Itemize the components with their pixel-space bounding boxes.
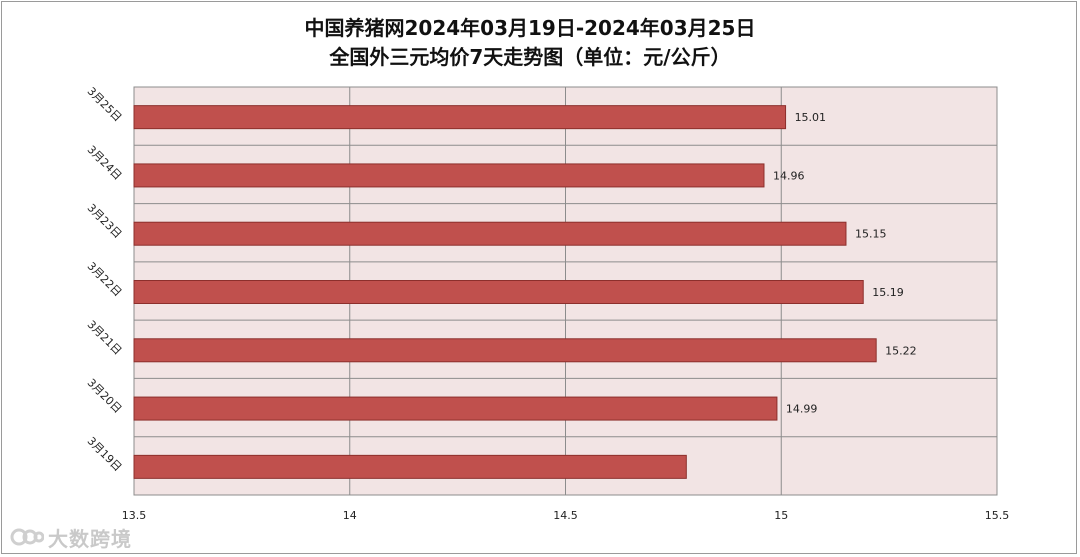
bars [133,105,877,479]
value-axis-tick-labels: 13.5 14 14.5 15 15.5 [122,509,1010,522]
category-label: 3月22日 [85,260,125,300]
chart-title: 中国养猪网2024年03月19日-2024年03月25日 全国外三元均价7天走势… [0,14,1060,72]
grid-lines [133,87,998,495]
bar [133,338,877,363]
chart-title-line-1: 中国养猪网2024年03月19日-2024年03月25日 [304,16,756,40]
bar [133,280,864,304]
bar [133,163,765,188]
category-label: 3月23日 [85,201,125,241]
watermark-logo-icon [10,528,44,546]
data-labels: 15.01 14.96 15.15 15.19 15.22 14.99 [773,111,917,415]
data-label: 15.19 [872,286,904,299]
category-label: 3月19日 [85,434,125,474]
bar [133,221,847,246]
watermark: 大数跨境 [10,522,132,552]
data-label: 15.01 [795,111,827,124]
data-label: 15.15 [855,228,887,241]
x-tick-label: 14 [343,509,357,522]
category-axis-labels: 3月25日 3月24日 3月23日 3月22日 3月21日 3月20日 3月19日 [85,85,125,474]
data-label: 14.99 [786,403,818,416]
data-label: 14.96 [773,169,805,182]
x-tick-label: 15.5 [985,509,1010,522]
bar [133,105,787,130]
bar [133,396,778,421]
category-label: 3月20日 [85,376,125,416]
chart-title-line-2: 全国外三元均价7天走势图（单位：元/公斤） [329,45,731,69]
bar [133,454,687,479]
category-label: 3月21日 [85,318,125,358]
x-tick-label: 13.5 [122,509,147,522]
data-label: 15.22 [885,344,917,357]
x-tick-label: 14.5 [553,509,578,522]
x-tick-label: 15 [774,509,788,522]
category-label: 3月25日 [85,85,125,125]
watermark-text: 大数跨境 [48,526,132,551]
category-label: 3月24日 [85,143,125,183]
